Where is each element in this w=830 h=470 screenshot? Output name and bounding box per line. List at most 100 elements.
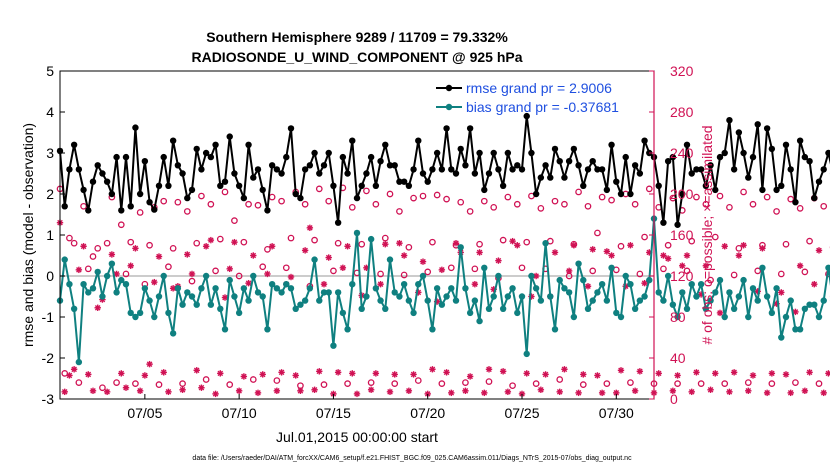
- obs-assimilated-point: [556, 388, 563, 396]
- bias-point: [127, 309, 134, 317]
- obs-possible-point: [532, 380, 540, 387]
- rmse-point: [372, 182, 380, 189]
- rmse-point: [674, 221, 681, 228]
- rmse-point: [386, 162, 394, 169]
- bias-point: [631, 305, 639, 312]
- obs-assimilated-point: [796, 262, 804, 269]
- rmse-point: [669, 153, 677, 161]
- rmse-point: [94, 162, 101, 169]
- bias-point: [636, 297, 644, 304]
- obs-possible-point: [721, 380, 729, 387]
- rmse-point: [99, 170, 106, 177]
- bias-point: [627, 281, 634, 288]
- bias-point: [118, 276, 125, 284]
- bias-point: [386, 256, 394, 263]
- bias-point: [202, 272, 210, 280]
- obs-possible-point: [726, 203, 733, 211]
- rmse-point: [617, 190, 625, 198]
- obs-possible-point: [711, 233, 719, 241]
- obs-assimilated-point: [471, 281, 479, 288]
- obs-possible-point: [381, 234, 389, 242]
- bias-point: [301, 297, 309, 304]
- obs-assimilated-point: [679, 262, 686, 269]
- rmse-point: [429, 166, 436, 173]
- legend-bias-marker: [445, 103, 453, 111]
- rmse-point: [103, 178, 111, 185]
- bias-point: [188, 293, 196, 300]
- obs-possible-point: [480, 197, 488, 205]
- obs-assimilated-point: [759, 245, 766, 252]
- rmse-point: [174, 162, 182, 169]
- bias-point: [382, 305, 389, 312]
- bias-point: [283, 281, 290, 288]
- bias-point: [782, 313, 790, 321]
- rmse-point: [245, 141, 252, 148]
- bias-point: [796, 326, 804, 333]
- rmse-point: [141, 158, 149, 165]
- bias-point: [264, 326, 271, 333]
- bias-point: [518, 293, 526, 300]
- bias-point: [108, 260, 116, 267]
- bias-point: [655, 289, 662, 296]
- obs-assimilated-point: [452, 240, 460, 247]
- rmse-point: [66, 166, 73, 173]
- bias-point: [603, 297, 611, 304]
- bias-point: [316, 297, 323, 304]
- bias-point: [514, 309, 521, 317]
- obs-possible-point: [584, 202, 592, 210]
- obs-possible-point: [226, 381, 234, 388]
- obs-possible-point: [216, 235, 224, 243]
- bottom-axis: 07/05 07/10 07/15 07/20 07/25 07/30: [127, 394, 634, 421]
- obs-assimilated-point: [735, 252, 743, 259]
- bias-point: [707, 297, 714, 304]
- rmse-point: [825, 149, 830, 157]
- bias-point: [193, 301, 200, 308]
- obs-assimilated-point: [429, 366, 436, 373]
- obs-possible-point: [278, 197, 285, 205]
- rmse-point: [584, 166, 592, 173]
- rmse-point: [136, 190, 144, 198]
- bias-point: [221, 326, 229, 333]
- rmse-point: [801, 153, 809, 161]
- bias-point: [613, 309, 620, 317]
- obs-possible-point: [462, 379, 469, 386]
- rmse-point: [476, 149, 483, 157]
- bias-point: [254, 289, 262, 296]
- rmse-point: [561, 174, 568, 181]
- rmse-point: [763, 125, 771, 132]
- bias-point: [556, 276, 563, 284]
- obs-assimilated-point: [570, 242, 578, 249]
- bias-point: [363, 293, 370, 300]
- rmse-point: [334, 219, 342, 226]
- bias-point: [122, 281, 130, 288]
- rmse-point: [655, 182, 662, 189]
- obs-possible-point: [84, 265, 92, 273]
- rmse-point: [504, 149, 512, 157]
- rmse-point: [405, 182, 413, 189]
- bias-point: [410, 309, 417, 317]
- obs-possible-point: [117, 221, 125, 229]
- obs-assimilated-point: [141, 372, 149, 379]
- rmse-point: [301, 166, 309, 173]
- obs-possible-point: [447, 264, 455, 272]
- rmse-point: [707, 162, 714, 169]
- rmse-point: [188, 186, 196, 194]
- bias-point: [179, 301, 186, 308]
- bias-point: [334, 289, 342, 296]
- rmse-point: [730, 166, 738, 173]
- rmse-point: [311, 149, 318, 157]
- bias-point: [608, 264, 615, 271]
- legend-bias-label: bias grand pr = -0.37681: [466, 99, 619, 115]
- obs-possible-point: [513, 200, 521, 208]
- obs-assimilated-point: [61, 388, 68, 396]
- obs-assimilated-point: [179, 386, 186, 393]
- obs-assimilated-point: [787, 389, 794, 397]
- obs-possible-point: [132, 380, 139, 387]
- bias-point: [490, 293, 497, 300]
- rmse-point: [254, 166, 262, 173]
- rmse-point: [570, 145, 578, 153]
- obs-possible-point: [443, 195, 450, 203]
- obs-assimilated-point: [160, 369, 167, 376]
- obs-assimilated-point: [749, 372, 757, 379]
- rmse-point: [155, 182, 163, 189]
